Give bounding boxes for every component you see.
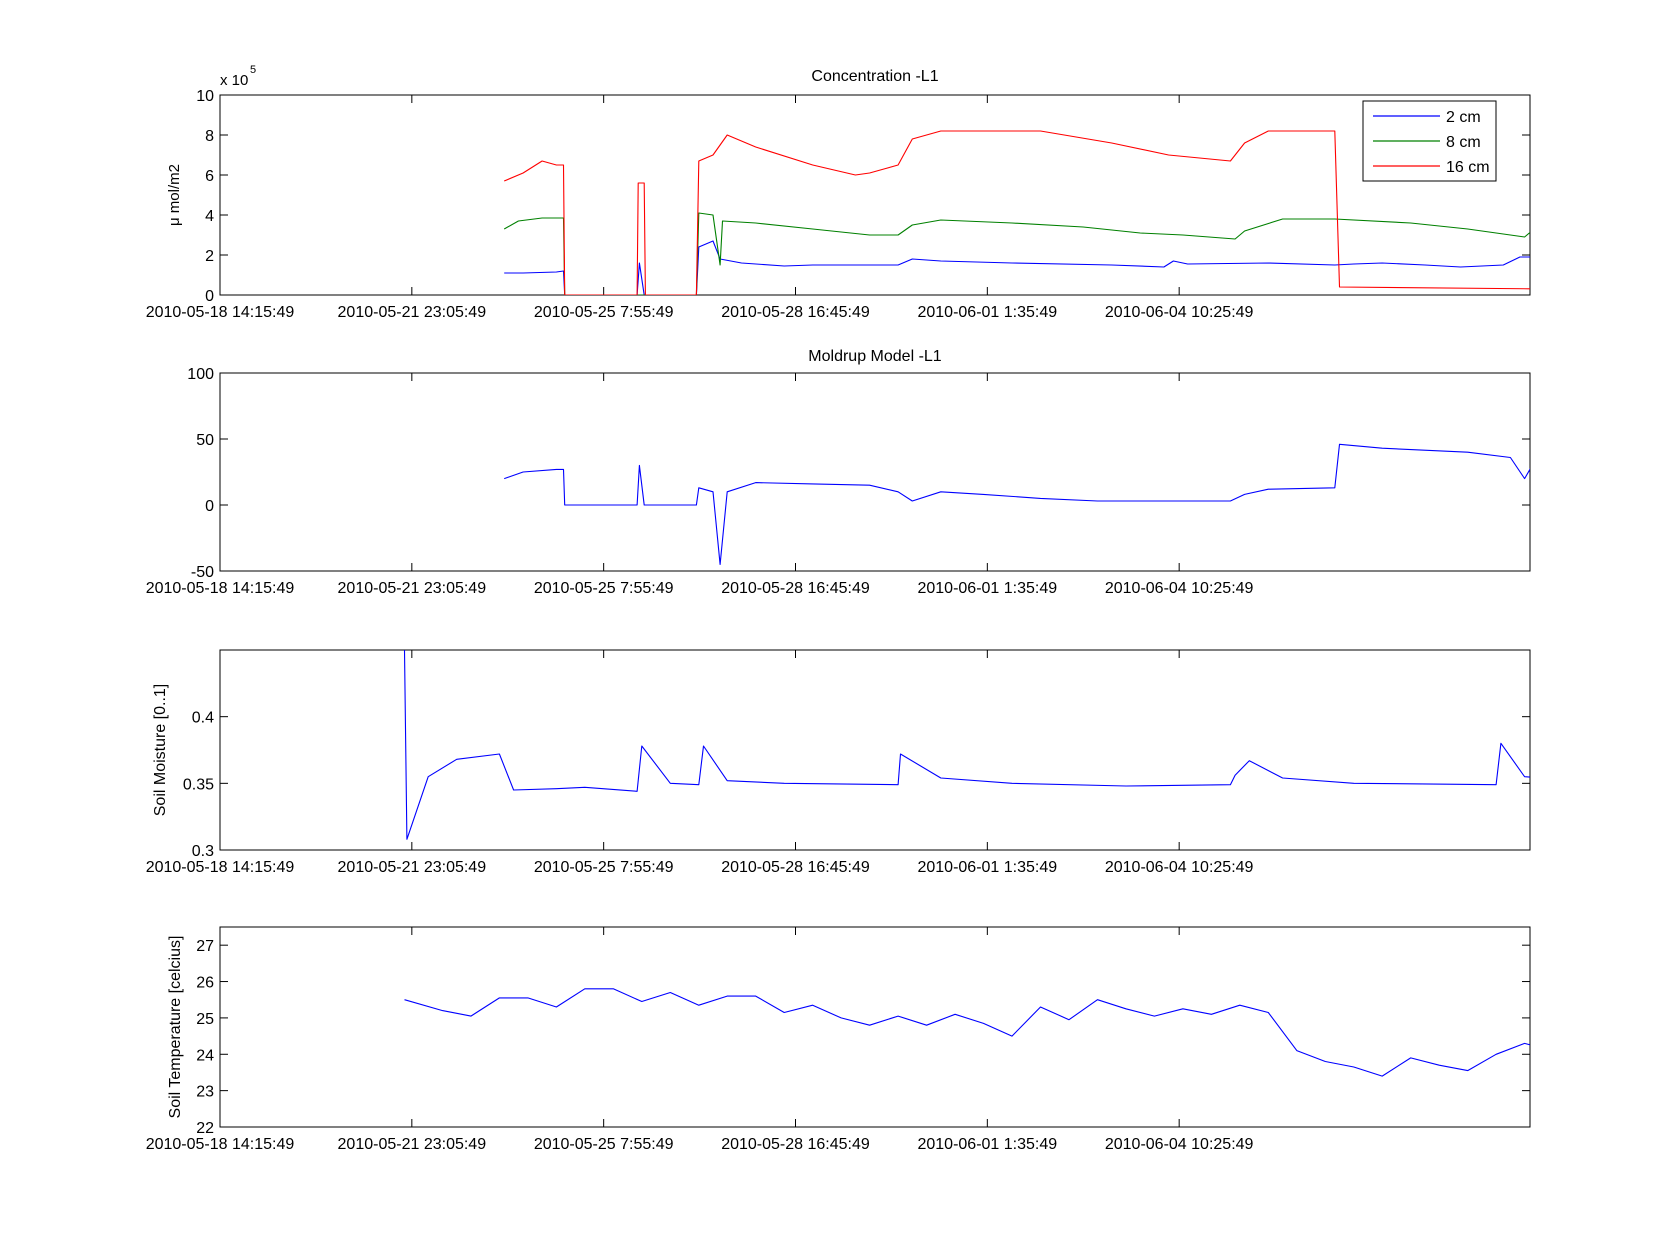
soil-moisture-x-tick-label: 2010-05-25 7:55:49	[534, 859, 674, 876]
soil-moisture-x-tick-label: 2010-05-28 16:45:49	[721, 859, 870, 876]
soil-temperature-ylabel: Soil Temperature [celcius]	[167, 936, 184, 1119]
soil-temperature-x-tick-label: 2010-06-04 10:25:49	[1105, 1136, 1254, 1153]
concentration-exponent-power: 5	[250, 64, 256, 76]
concentration-axes-box	[219, 94, 1531, 296]
soil-temperature-x-tick-label: 2010-06-01 1:35:49	[917, 1136, 1057, 1153]
soil-temperature-y-tick-label: 23	[196, 1084, 214, 1101]
moldrup-x-tick-label: 2010-05-21 23:05:49	[338, 580, 487, 597]
soil-temperature-x-ticks: 2010-05-18 14:15:49 2010-05-21 23:05:49 20…	[146, 927, 1254, 1153]
soil-moisture-series	[403, 650, 1530, 840]
concentration-ylabel: μ mol/m2	[166, 164, 183, 226]
moldrup-y-tick-label: -50	[191, 564, 214, 581]
soil-temperature-x-tick-label: 2010-05-18 14:15:49	[146, 1136, 295, 1153]
soil-temperature-ylabel-text: Soil Temperature [celcius]	[167, 936, 184, 1119]
concentration-y-tick-label: 6	[205, 168, 214, 185]
soil-moisture-panel: Soil Moisture [0..1] 2010-05-18 14:15:49…	[146, 649, 1531, 876]
moldrup-panel: Moldrup Model -L1 2010-05-18 14:15:49 201…	[146, 348, 1531, 597]
concentration-y-tick-label: 2	[205, 248, 214, 265]
soil-moisture-ylabel: Soil Moisture [0..1]	[152, 684, 169, 817]
soil-moisture-x-ticks: 2010-05-18 14:15:49 2010-05-21 23:05:49 20…	[146, 650, 1254, 876]
moldrup-x-tick-label: 2010-06-04 10:25:49	[1105, 580, 1254, 597]
legend-label-8cm: 8 cm	[1446, 134, 1481, 151]
moldrup-y-tick-label: 50	[196, 432, 214, 449]
soil-moisture-x-tick-label: 2010-06-04 10:25:49	[1105, 859, 1254, 876]
concentration-x-ticks: 2010-05-18 14:15:49 2010-05-21 23:05:49 20…	[146, 95, 1254, 321]
concentration-y-tick-label: 0	[205, 288, 214, 305]
soil-temperature-x-tick-label: 2010-05-21 23:05:49	[338, 1136, 487, 1153]
soil-moisture-x-tick-label: 2010-05-18 14:15:49	[146, 859, 295, 876]
soil-temperature-axes-box	[219, 926, 1531, 1128]
concentration-legend: 2 cm 8 cm 16 cm	[1362, 100, 1497, 182]
soil-moisture-y-tick-label: 0.4	[192, 710, 214, 727]
moldrup-x-tick-label: 2010-05-28 16:45:49	[721, 580, 870, 597]
soil-temperature-y-tick-label: 22	[196, 1120, 214, 1137]
concentration-y-ticks: 0 2 4 6 8 10	[196, 88, 1530, 305]
soil-moisture-ylabel-text: Soil Moisture [0..1]	[152, 684, 169, 817]
concentration-y-tick-label: 8	[205, 128, 214, 145]
concentration-series-line-8cm	[503, 212, 1530, 295]
soil-temperature-y-tick-label: 26	[196, 975, 214, 992]
legend-label-16cm: 16 cm	[1446, 159, 1490, 176]
moldrup-y-tick-label: 100	[187, 366, 214, 383]
soil-moisture-axes-box	[219, 649, 1531, 851]
moldrup-axes-box	[219, 372, 1531, 572]
moldrup-x-ticks: 2010-05-18 14:15:49 2010-05-21 23:05:49 20…	[146, 373, 1254, 597]
soil-temperature-y-tick-label: 27	[196, 938, 214, 955]
concentration-y-tick-label: 10	[196, 88, 214, 105]
concentration-y-tick-label: 4	[205, 208, 214, 225]
concentration-x-tick-label: 2010-06-01 1:35:49	[917, 304, 1057, 321]
concentration-series-line-2cm	[504, 240, 1530, 295]
moldrup-y-ticks: -50 0 50 100	[187, 366, 1530, 581]
soil-temperature-x-tick-label: 2010-05-25 7:55:49	[534, 1136, 674, 1153]
soil-moisture-x-tick-label: 2010-05-21 23:05:49	[338, 859, 487, 876]
soil-moisture-y-tick-label: 0.35	[183, 776, 214, 793]
soil-temperature-y-ticks: 22 23 24 25 26 27	[196, 938, 1530, 1137]
moldrup-x-tick-label: 2010-05-25 7:55:49	[534, 580, 674, 597]
concentration-x-tick-label: 2010-05-21 23:05:49	[338, 304, 487, 321]
soil-moisture-series-line-0	[403, 650, 1530, 840]
concentration-exponent-base: x 10	[220, 72, 248, 89]
soil-temperature-y-tick-label: 24	[196, 1047, 214, 1064]
moldrup-x-tick-label: 2010-05-18 14:15:49	[146, 580, 295, 597]
soil-temperature-y-tick-label: 25	[196, 1011, 214, 1028]
concentration-panel: Concentration -L1 x 10 5 μ mol/m2 2010-0…	[146, 64, 1531, 321]
concentration-ylabel-text: μ mol/m2	[166, 164, 183, 226]
concentration-x-tick-label: 2010-05-18 14:15:49	[146, 304, 295, 321]
soil-moisture-y-ticks: 0.3 0.35 0.4	[183, 710, 1530, 860]
concentration-title: Concentration -L1	[811, 68, 938, 85]
moldrup-x-tick-label: 2010-06-01 1:35:49	[917, 580, 1057, 597]
concentration-series-line-16cm	[503, 130, 1530, 295]
moldrup-series	[504, 443, 1530, 565]
moldrup-y-tick-label: 0	[205, 498, 214, 515]
concentration-x-tick-label: 2010-05-28 16:45:49	[721, 304, 870, 321]
soil-moisture-x-tick-label: 2010-06-01 1:35:49	[917, 859, 1057, 876]
soil-moisture-y-tick-label: 0.3	[192, 843, 214, 860]
legend-label-2cm: 2 cm	[1446, 109, 1481, 126]
moldrup-series-line-0	[504, 443, 1530, 565]
concentration-x-tick-label: 2010-06-04 10:25:49	[1105, 304, 1254, 321]
soil-temperature-x-tick-label: 2010-05-28 16:45:49	[721, 1136, 870, 1153]
soil-temperature-panel: Soil Temperature [celcius] 2010-05-18 14…	[146, 926, 1531, 1153]
soil-temperature-series	[404, 988, 1530, 1077]
concentration-exponent-label: x 10 5	[220, 64, 256, 89]
soil-temperature-series-line-0	[404, 988, 1530, 1077]
concentration-series	[503, 130, 1530, 295]
moldrup-title: Moldrup Model -L1	[808, 348, 942, 365]
concentration-x-tick-label: 2010-05-25 7:55:49	[534, 304, 674, 321]
